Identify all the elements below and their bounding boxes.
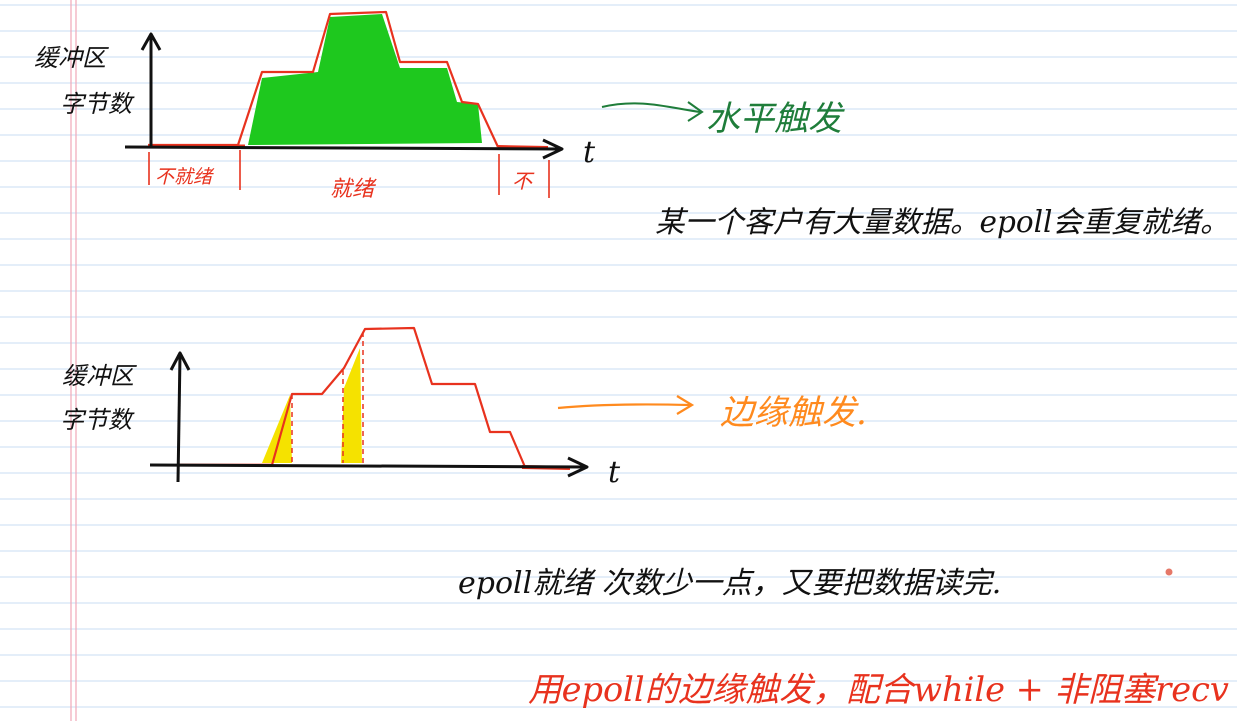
x-axis-arrowhead — [567, 456, 589, 478]
x-axis-label: t — [583, 135, 596, 170]
top-diagram: 缓冲区 字节数 t 不就绪 就绪 不 水平触发 某一个客户有大量数据。epoll… — [34, 10, 1229, 239]
x-axis — [149, 463, 586, 469]
ruled-lines — [0, 4, 1237, 708]
edge-trigger-arrow — [557, 403, 691, 410]
bottom-note: epoll就绪 次数少一点，又要把数据读完. — [458, 566, 1001, 601]
conclusion-text: 用epoll的边缘触发，配合while + 非阻塞recv — [528, 670, 1229, 709]
edge-trigger-label: 边缘触发. — [720, 393, 867, 433]
segment-not-ready-left: 不就绪 — [155, 166, 215, 188]
x-axis-label: t — [608, 455, 621, 490]
level-trigger-arrow — [601, 102, 701, 113]
y-axis-label-line2: 字节数 — [60, 90, 135, 118]
y-axis — [176, 354, 182, 483]
y-axis-arrowhead — [140, 32, 162, 51]
y-axis-label-line2: 字节数 — [60, 406, 135, 434]
y-axis-arrowhead — [169, 351, 191, 371]
buffer-curve — [148, 10, 499, 148]
top-note: 某一个客户有大量数据。epoll会重复就绪。 — [655, 205, 1229, 239]
bottom-diagram: 缓冲区 字节数 t 边缘触发. epoll就绪 次数少一点，又要把数据读完. — [60, 326, 1001, 601]
level-trigger-label: 水平触发 — [706, 99, 845, 139]
y-axis-label-line1: 缓冲区 — [34, 44, 109, 72]
x-axis-arrowhead — [542, 138, 564, 160]
green-ready-area — [248, 14, 482, 145]
buffer-curve — [177, 326, 527, 468]
segment-ready: 就绪 — [330, 177, 377, 202]
ink-dot — [1165, 568, 1173, 576]
yellow-edge-1 — [262, 395, 292, 463]
x-axis — [124, 145, 561, 151]
level-trigger-arrowhead — [687, 101, 704, 122]
yellow-edge-2 — [341, 348, 362, 463]
edge-trigger-arrowhead — [676, 395, 695, 415]
y-axis-label-line1: 缓冲区 — [62, 362, 137, 390]
segment-not-ready-right: 不 — [512, 169, 535, 193]
